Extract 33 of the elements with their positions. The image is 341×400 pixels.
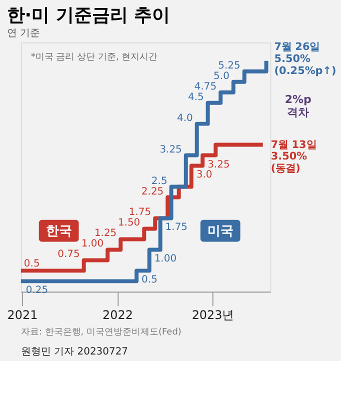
data-label: 3.25 [208,159,230,170]
chart-title: 한·미 기준금리 추이 [6,4,170,26]
text: 원형민 기자 20230727 [20,346,128,358]
data-label: 1.00 [154,254,177,265]
text: 미국 [207,224,234,239]
data-label: 5.0 [214,70,230,82]
annotation: 7월 13일 3.50% (동결) [270,138,316,175]
x-tick-label: 2023년 [192,308,234,322]
text: 2%p 격차 [284,93,312,120]
x-tick-label: 2021 [7,308,38,322]
series-label: 한국 [46,224,72,239]
data-label: 2.5 [151,176,168,187]
data-label: 1.50 [118,218,140,229]
data-label: 1.75 [165,222,188,234]
data-label: 0.75 [58,249,80,260]
data-label: 4.0 [177,112,193,124]
data-label: 1.75 [128,207,152,218]
data-label: 5.25 [218,60,240,72]
data-label: 3.0 [196,170,212,181]
x-tick-label: 2022 [102,308,133,322]
data-label: 0.25 [26,285,48,296]
text: 자료: 한국은행, 미국연방준비제도(Fed) [20,328,182,338]
data-label: 3.25 [160,144,182,156]
data-label: 0.5 [24,258,40,270]
data-label: 0.5 [142,274,158,286]
data-label: 1.00 [81,238,104,250]
annotation: 7월 26일 5.50% (0.25%p↑) [274,40,336,77]
annotation: *미국 금리 상단 기준, 현지시간 [30,52,158,62]
data-label: 4.5 [188,92,204,103]
chart-subtitle: 연 기준 [6,28,40,39]
data-label: 1.25 [94,228,117,240]
data-label: 2.25 [141,186,164,198]
data-label: 4.75 [194,81,217,92]
